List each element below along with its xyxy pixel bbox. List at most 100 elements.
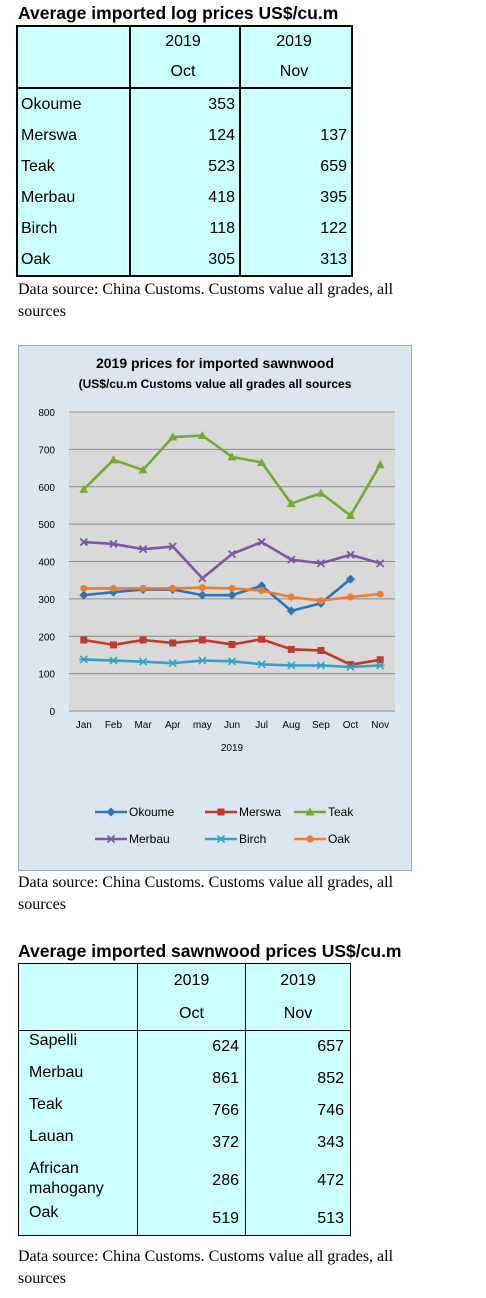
header-month-oct: Oct (129, 57, 240, 89)
data-point (109, 539, 118, 549)
data-point (316, 559, 326, 568)
data-point (227, 549, 237, 559)
data-point (80, 636, 88, 644)
species-name: Sapelli (18, 1030, 138, 1063)
header-year-oct: 2019 (137, 963, 246, 997)
price-oct: 766 (137, 1095, 246, 1127)
species-name-line: African (29, 1160, 79, 1177)
species-name: Lauan (18, 1127, 138, 1159)
price-nov: 137 (239, 120, 352, 151)
series-line-okoume (83, 578, 352, 613)
species-name: African mahogany (18, 1159, 138, 1203)
data-point (79, 484, 89, 493)
table-row: Oak 519 513 (18, 1203, 351, 1236)
x-axis-label: 2019 (221, 743, 244, 754)
data-point (306, 835, 314, 843)
data-point (376, 590, 384, 598)
data-point (168, 542, 177, 551)
table-row: Merbau 418 395 (16, 182, 352, 213)
data-point (138, 465, 148, 474)
price-nov: 852 (245, 1063, 351, 1095)
data-point (197, 656, 207, 665)
data-point (346, 662, 356, 671)
price-nov: 513 (245, 1203, 351, 1236)
data-point (258, 587, 266, 595)
source-line: Data source: China Customs. Customs valu… (18, 281, 394, 298)
data-point (108, 455, 118, 464)
header-year-oct: 2019 (129, 26, 240, 57)
table-row: Birch 118 122 (16, 213, 352, 244)
data-point (286, 606, 296, 616)
header-blank (16, 26, 130, 57)
table-row: African mahogany 286 472 (18, 1159, 351, 1203)
log-price-table: 2019 2019 Oct Nov Okoume 353 Merswa 124 … (16, 25, 353, 277)
y-tick-label: 100 (38, 670, 55, 681)
legend-label: Okoume (129, 805, 175, 819)
legend-label: Merswa (239, 805, 281, 819)
x-tick-label: Oct (343, 720, 359, 731)
y-tick-label: 300 (38, 595, 55, 606)
header-month-oct: Oct (137, 997, 246, 1031)
table-row: Teak 766 746 (18, 1095, 351, 1127)
table-row: Sapelli 624 657 (18, 1030, 351, 1063)
data-point (346, 550, 355, 559)
price-oct: 118 (129, 213, 240, 244)
price-nov: 657 (245, 1030, 351, 1063)
data-point (139, 584, 147, 592)
data-point (316, 488, 326, 497)
table-row: Teak 523 659 (16, 151, 352, 182)
data-point (375, 661, 385, 670)
price-oct: 124 (129, 120, 240, 151)
data-point (346, 511, 356, 520)
x-tick-label: Jun (224, 720, 240, 731)
species-name: Merbau (16, 182, 130, 213)
species-name: Oak (16, 244, 130, 276)
data-point (109, 641, 117, 649)
data-point (80, 584, 88, 592)
x-tick-label: may (193, 720, 212, 731)
y-tick-label: 0 (49, 707, 55, 718)
species-name: Okoume (16, 88, 130, 120)
x-tick-label: Apr (165, 720, 181, 731)
data-point (197, 431, 207, 440)
price-oct: 418 (129, 182, 240, 213)
source-line: Data source: China Customs. Customs valu… (18, 874, 394, 891)
price-oct: 372 (137, 1127, 246, 1159)
price-nov: 659 (239, 151, 352, 182)
data-point (138, 545, 148, 554)
species-name: Teak (16, 151, 130, 182)
data-point (346, 574, 356, 584)
sawnwood-price-chart: 2019 prices for imported sawnwood (US$/cu… (18, 345, 412, 871)
source-line: sources (18, 303, 66, 320)
log-table-source: Data source: China Customs. Customs valu… (18, 279, 478, 323)
header-blank (18, 963, 138, 997)
table-row: Merbau 861 852 (18, 1063, 351, 1095)
data-point (228, 584, 236, 592)
data-point (227, 452, 237, 461)
log-table-title: Average imported log prices US$/cu.m (18, 3, 339, 23)
data-point (198, 636, 206, 644)
data-point (376, 559, 385, 568)
data-point (198, 574, 207, 583)
y-tick-label: 200 (38, 632, 55, 643)
data-point (197, 590, 207, 600)
x-tick-label: Nov (371, 720, 389, 731)
header-blank (16, 57, 130, 89)
price-nov (239, 88, 352, 120)
price-nov: 472 (245, 1159, 351, 1203)
price-oct: 861 (137, 1063, 246, 1095)
data-point (287, 555, 296, 564)
price-nov: 395 (239, 182, 352, 213)
data-point (138, 657, 148, 666)
y-tick-label: 400 (38, 558, 55, 569)
x-tick-label: Aug (282, 720, 300, 731)
data-point (287, 645, 295, 653)
price-oct: 305 (129, 244, 240, 276)
chart-svg: 2019 prices for imported sawnwood (US$/cu… (38, 355, 395, 846)
y-tick-label: 800 (38, 408, 55, 419)
species-name: Teak (18, 1095, 138, 1127)
data-point (375, 460, 385, 469)
table-row: Merswa 124 137 (16, 120, 352, 151)
species-name: Merswa (16, 120, 130, 151)
table-row: Lauan 372 343 (18, 1127, 351, 1159)
